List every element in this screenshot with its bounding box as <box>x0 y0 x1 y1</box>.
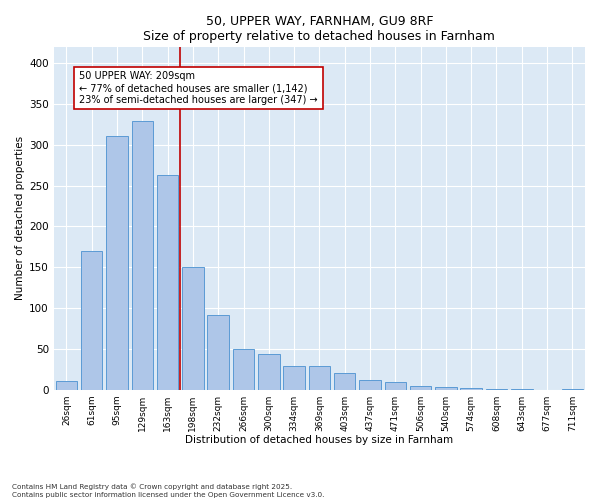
Bar <box>410 386 431 390</box>
Bar <box>182 267 203 390</box>
Bar <box>486 389 507 390</box>
Bar <box>157 175 178 390</box>
Bar <box>511 389 533 390</box>
Y-axis label: Number of detached properties: Number of detached properties <box>15 136 25 300</box>
Bar <box>81 251 103 390</box>
Bar <box>460 388 482 390</box>
Bar <box>562 389 583 390</box>
Bar <box>334 374 355 390</box>
Bar <box>233 349 254 390</box>
Bar <box>385 382 406 390</box>
Bar <box>208 316 229 390</box>
Bar <box>283 366 305 390</box>
Title: 50, UPPER WAY, FARNHAM, GU9 8RF
Size of property relative to detached houses in : 50, UPPER WAY, FARNHAM, GU9 8RF Size of … <box>143 15 496 43</box>
Bar <box>56 380 77 390</box>
Bar <box>359 380 381 390</box>
Bar <box>131 121 153 390</box>
Text: Contains HM Land Registry data © Crown copyright and database right 2025.
Contai: Contains HM Land Registry data © Crown c… <box>12 484 325 498</box>
X-axis label: Distribution of detached houses by size in Farnham: Distribution of detached houses by size … <box>185 435 454 445</box>
Text: 50 UPPER WAY: 209sqm
← 77% of detached houses are smaller (1,142)
23% of semi-de: 50 UPPER WAY: 209sqm ← 77% of detached h… <box>79 72 317 104</box>
Bar <box>435 387 457 390</box>
Bar <box>106 136 128 390</box>
Bar <box>258 354 280 390</box>
Bar <box>308 366 330 390</box>
